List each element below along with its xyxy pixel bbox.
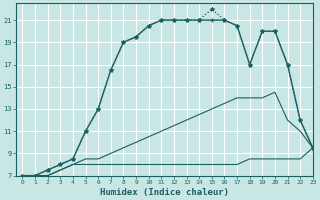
X-axis label: Humidex (Indice chaleur): Humidex (Indice chaleur) [100, 188, 229, 197]
